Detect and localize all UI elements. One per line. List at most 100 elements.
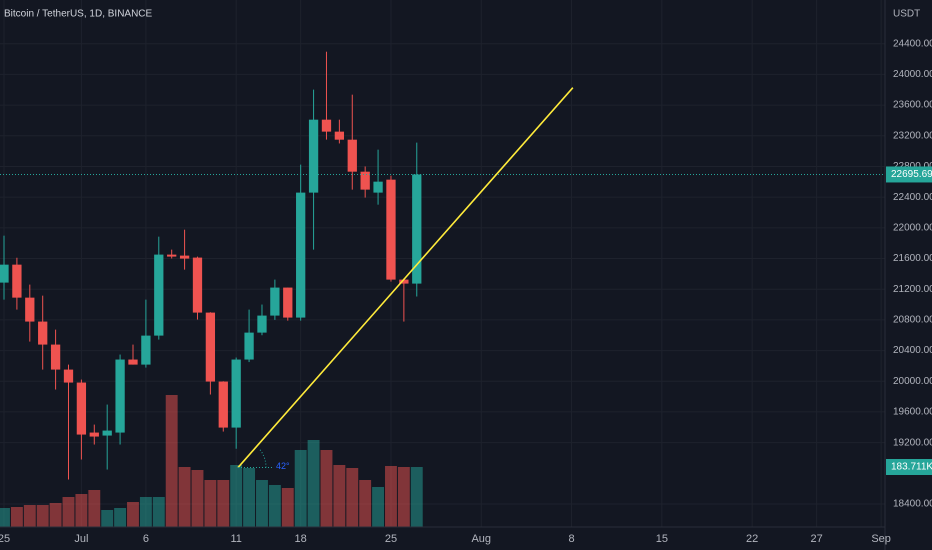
- volume-bar: [372, 487, 385, 527]
- volume-bar: [256, 480, 268, 527]
- y-tick-label: 22000.00: [893, 222, 932, 233]
- volume-bar: [294, 450, 307, 527]
- y-tick-label: 19600.00: [893, 407, 932, 418]
- candle-body: [270, 287, 280, 316]
- volume-bar: [410, 467, 423, 527]
- candle-body: [218, 381, 228, 428]
- candle-body: [334, 131, 345, 140]
- x-tick-label: 25: [0, 533, 10, 545]
- y-tick-label: 20800.00: [893, 315, 932, 326]
- volume-bar: [397, 467, 410, 527]
- candle-body: [192, 257, 203, 313]
- candle-body: [412, 174, 422, 284]
- x-tick-label: 27: [811, 533, 823, 545]
- volume-bar: [385, 466, 397, 527]
- candle-body: [0, 264, 9, 283]
- volume-bar: [243, 468, 256, 527]
- x-tick-label: 6: [143, 533, 149, 545]
- last-price-label: 22695.69: [891, 169, 932, 180]
- volume-bar: [346, 468, 359, 527]
- candle-body: [128, 359, 138, 365]
- volume-bar: [178, 467, 191, 527]
- candle-body: [283, 287, 293, 318]
- y-tick-label: 18400.00: [893, 499, 932, 510]
- volume-bar: [307, 440, 320, 527]
- volume-bar: [204, 480, 217, 527]
- candle-body: [38, 321, 48, 345]
- x-tick-label: 22: [746, 533, 758, 545]
- x-tick-label: 25: [385, 533, 397, 545]
- volume-bar: [333, 465, 346, 527]
- candle-body: [244, 332, 254, 360]
- x-tick-label: Sep: [871, 533, 891, 545]
- candle-body: [205, 312, 216, 382]
- candle-body: [167, 254, 177, 257]
- candle-body: [179, 255, 190, 259]
- candle-body: [308, 119, 319, 193]
- volume-bar: [165, 395, 178, 527]
- candle-body: [89, 432, 99, 437]
- volume-bar: [152, 497, 165, 527]
- chart-title: Bitcoin / TetherUS, 1D, BINANCE: [4, 9, 153, 20]
- y-tick-label: 19200.00: [893, 437, 932, 448]
- x-tick-label: Aug: [471, 533, 491, 545]
- volume-bar: [114, 508, 127, 527]
- volume-bar: [62, 497, 75, 527]
- y-tick-label: 24400.00: [893, 38, 932, 49]
- y-tick-label: 23600.00: [893, 100, 932, 111]
- volume-bar: [88, 490, 101, 527]
- y-tick-label: 20400.00: [893, 345, 932, 356]
- volume-bar: [75, 494, 88, 527]
- candle-body: [12, 264, 22, 298]
- y-tick-label: 20000.00: [893, 376, 932, 387]
- candle-body: [399, 279, 409, 284]
- candle-body: [373, 181, 383, 193]
- candle-body: [76, 382, 87, 435]
- volume-bar: [139, 497, 152, 527]
- candle-body: [231, 359, 241, 428]
- angle-arc: [258, 448, 267, 468]
- angle-label: 42°: [276, 461, 290, 471]
- candle-body: [25, 297, 35, 322]
- volume-bar: [268, 485, 281, 527]
- volume-bar: [320, 450, 333, 527]
- candle-body: [257, 315, 267, 333]
- last-volume-label: 183.711K: [891, 462, 932, 473]
- candle-body: [141, 335, 151, 365]
- last-price-box: [886, 166, 932, 183]
- y-tick-label: 21600.00: [893, 253, 932, 264]
- x-tick-label: Jul: [74, 533, 88, 545]
- candle-body: [347, 139, 357, 172]
- candle-body: [296, 192, 306, 318]
- volume-bar: [49, 503, 62, 527]
- volume-bar: [0, 508, 10, 527]
- candle-body: [386, 179, 396, 280]
- x-tick-label: 18: [295, 533, 307, 545]
- candle-body: [102, 430, 112, 436]
- candle-body: [63, 369, 74, 383]
- candle-body: [115, 359, 125, 433]
- candle-body: [360, 171, 370, 190]
- volume-bar: [127, 502, 139, 527]
- x-tick-label: 8: [568, 533, 574, 545]
- volume-bar: [10, 507, 23, 527]
- volume-bar: [359, 480, 372, 527]
- y-tick-label: 22400.00: [893, 192, 932, 203]
- volume-bar: [281, 488, 294, 527]
- y-axis-label: USDT: [893, 9, 920, 20]
- volume-bar: [23, 505, 36, 527]
- y-tick-label: 23200.00: [893, 130, 932, 141]
- last-volume-box: [886, 459, 932, 476]
- candle-body: [50, 344, 61, 370]
- x-tick-label: 15: [656, 533, 668, 545]
- y-tick-label: 24000.00: [893, 69, 932, 80]
- volume-bar: [191, 470, 204, 527]
- volume-bar: [36, 505, 49, 527]
- candle-body: [321, 119, 332, 132]
- volume-bar: [230, 465, 243, 527]
- y-tick-label: 21200.00: [893, 284, 932, 295]
- volume-bar: [101, 510, 114, 527]
- candle-body: [154, 254, 164, 336]
